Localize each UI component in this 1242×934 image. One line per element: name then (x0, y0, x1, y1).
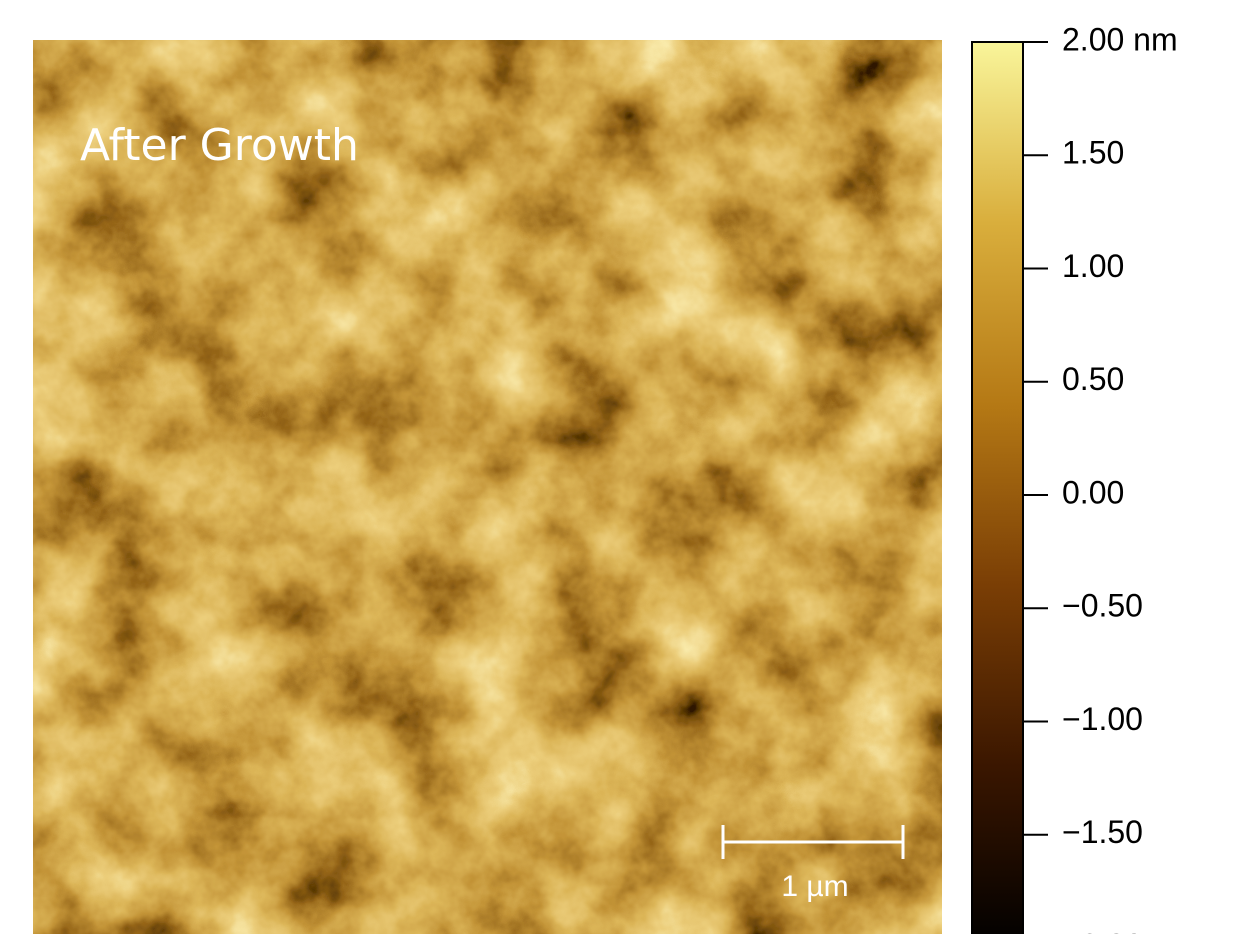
scale-bar-label: 1 µm (781, 870, 848, 903)
image-label: After Growth (80, 120, 359, 171)
colorbar-tick-label: 0.50 (1062, 361, 1124, 397)
colorbar-tick-label: −0.50 (1062, 588, 1143, 624)
colorbar-tick-label: −2.00 (1062, 927, 1143, 934)
colorbar-tick-label: −1.00 (1062, 701, 1143, 737)
colorbar-tick-label: −1.50 (1062, 814, 1143, 850)
colorbar-tick-label: 1.00 (1062, 248, 1124, 284)
colorbar (972, 42, 1023, 934)
colorbar-tick-label: 2.00 nm (1062, 21, 1178, 57)
afm-image (33, 40, 942, 934)
figure: After Growth 1 µm 2.00 nm 1.50 1.00 0.50 0.0… (0, 0, 1242, 934)
colorbar-tick-label: 1.50 (1062, 135, 1124, 171)
colorbar-tick-label: 0.00 (1062, 474, 1124, 510)
